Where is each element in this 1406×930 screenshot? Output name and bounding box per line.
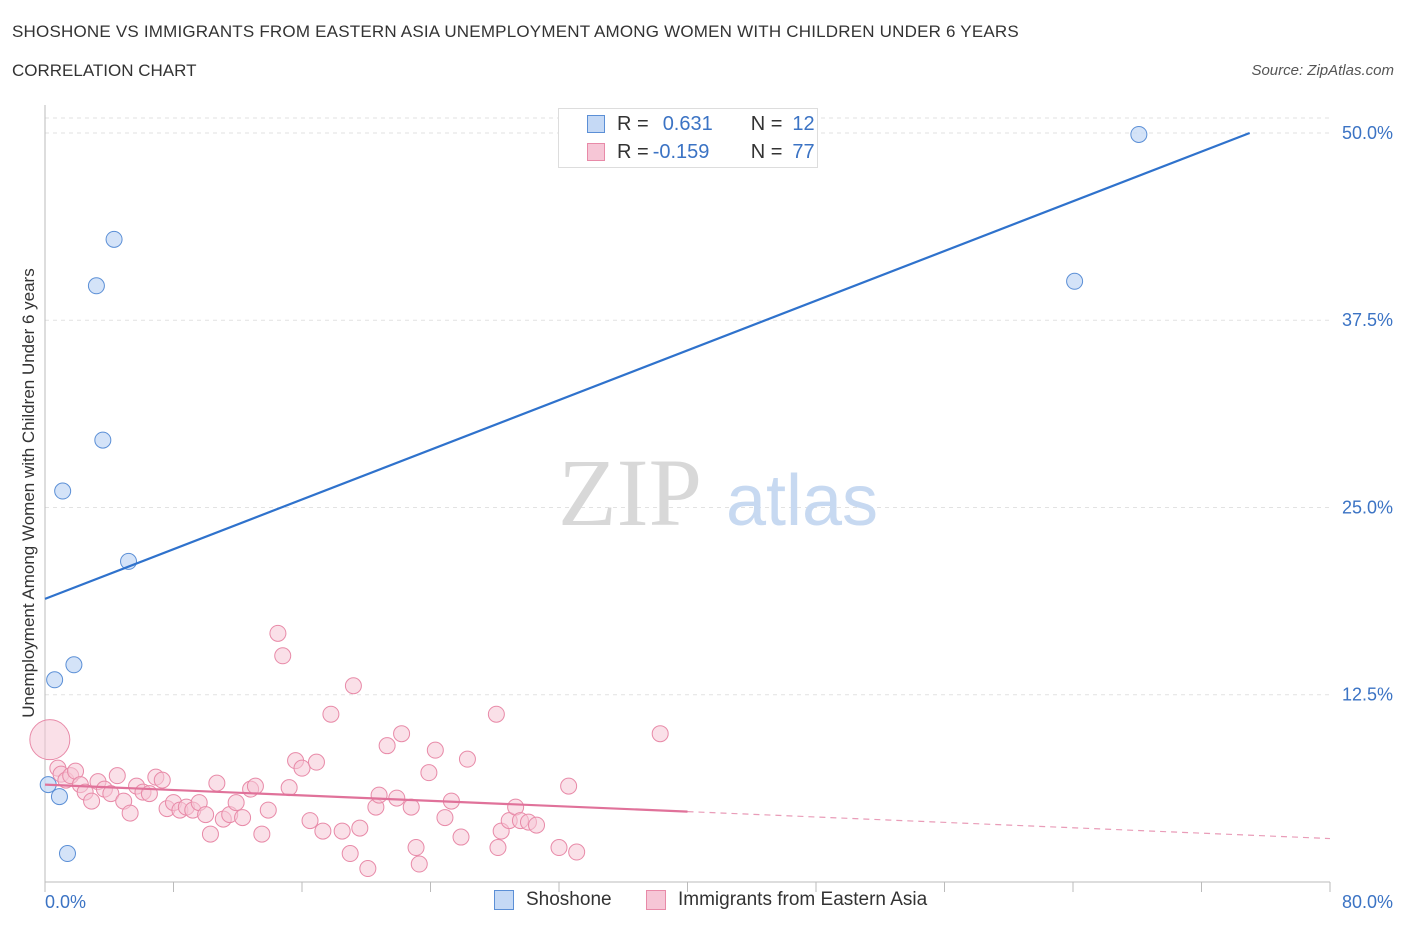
immigrants-point xyxy=(322,705,340,723)
immigrants-point xyxy=(314,822,332,840)
immigrants-point xyxy=(410,855,428,873)
immigrants-point xyxy=(227,794,245,812)
immigrants-point xyxy=(108,767,126,785)
immigrants-point xyxy=(197,806,215,824)
immigrants-point xyxy=(489,839,507,857)
immigrants-point xyxy=(153,771,171,789)
immigrants-point xyxy=(487,705,505,723)
series-legend: Shoshone Immigrants from Eastern Asia xyxy=(0,889,1406,915)
immigrants-point xyxy=(550,839,568,857)
legend-label-immigrants: Immigrants from Eastern Asia xyxy=(678,889,928,910)
x-tick-label: 0.0% xyxy=(45,892,86,912)
shoshone-point xyxy=(58,845,76,863)
n-value: 12 xyxy=(792,112,815,135)
immigrants-point xyxy=(341,845,359,863)
y-tick-label: 37.5% xyxy=(1342,310,1393,330)
immigrants-point xyxy=(426,741,444,759)
immigrants-point xyxy=(458,750,476,768)
watermark-atlas: atlas xyxy=(726,461,878,541)
legend-item-immigrants[interactable]: Immigrants from Eastern Asia xyxy=(646,889,927,911)
immigrants-point xyxy=(259,801,277,819)
immigrants-point xyxy=(208,774,226,792)
y-tick-label: 25.0% xyxy=(1342,497,1393,517)
immigrants-point xyxy=(280,779,298,797)
immigrants-point xyxy=(370,786,388,804)
immigrants-point xyxy=(407,839,425,857)
shoshone-point xyxy=(1130,125,1148,143)
shoshone-trend-line xyxy=(44,131,1251,600)
stats-row-shoshone: R = 0.631 N = 12 xyxy=(587,112,815,136)
shoshone-point xyxy=(87,277,105,295)
watermark-zip: ZIP xyxy=(558,439,702,546)
r-label: R = xyxy=(617,112,649,135)
immigrants-point xyxy=(528,816,546,834)
immigrants-point xyxy=(102,785,120,803)
n-value: 77 xyxy=(792,140,815,163)
immigrants-legend-swatch xyxy=(646,890,666,910)
stats-legend: R = 0.631 N = 12 R = -0.159 N = 77 xyxy=(558,108,818,168)
y-tick-label: 12.5% xyxy=(1342,685,1393,705)
immigrants-point xyxy=(246,777,264,795)
immigrants-point xyxy=(307,753,325,771)
grid-layer xyxy=(45,117,1330,696)
shoshone-point xyxy=(54,482,72,500)
r-value: -0.159 xyxy=(652,140,710,163)
immigrants-point xyxy=(568,843,586,861)
immigrants-point xyxy=(293,759,311,777)
chart-source: Source: ZipAtlas.com xyxy=(1251,62,1394,79)
immigrants-point xyxy=(420,764,438,782)
shoshone-point xyxy=(94,431,112,449)
immigrants-point xyxy=(359,860,377,878)
shoshone-point xyxy=(65,656,83,674)
legend-item-shoshone[interactable]: Shoshone xyxy=(494,889,612,911)
immigrants-point xyxy=(253,825,271,843)
immigrants-trend-extension xyxy=(687,810,1331,840)
chart-subtitle: CORRELATION CHART xyxy=(12,61,197,80)
immigrants-point xyxy=(234,809,252,827)
immigrants-point xyxy=(201,825,219,843)
shoshone-swatch xyxy=(587,115,605,133)
immigrants-point xyxy=(121,804,139,822)
immigrants-point xyxy=(402,798,420,816)
shoshone-point xyxy=(46,671,64,689)
legend-label-shoshone: Shoshone xyxy=(526,889,612,910)
immigrants-point xyxy=(29,719,71,761)
immigrants-point xyxy=(333,822,351,840)
immigrants-point xyxy=(274,647,292,665)
n-label: N = xyxy=(750,140,783,163)
immigrants-point xyxy=(83,792,101,810)
stats-row-immigrants: R = -0.159 N = 77 xyxy=(587,140,815,164)
r-value: 0.631 xyxy=(662,112,713,135)
shoshone-point xyxy=(1066,272,1084,290)
immigrants-point xyxy=(269,624,287,642)
immigrants-point xyxy=(393,725,411,743)
immigrants-point xyxy=(436,809,454,827)
immigrants-point xyxy=(560,777,578,795)
immigrants-point xyxy=(301,812,319,830)
shoshone-point xyxy=(105,230,123,248)
trend-layer xyxy=(44,131,1331,840)
y-tick-label: 50.0% xyxy=(1342,123,1393,143)
r-label: R = xyxy=(617,140,649,163)
immigrants-point xyxy=(378,737,396,755)
shoshone-point xyxy=(50,788,68,806)
chart-title: SHOSHONE VS IMMIGRANTS FROM EASTERN ASIA… xyxy=(12,22,1019,41)
immigrants-point xyxy=(344,677,362,695)
immigrants-point xyxy=(351,819,369,837)
shoshone-legend-swatch xyxy=(494,890,514,910)
immigrants-trend-line xyxy=(44,783,688,813)
immigrants-swatch xyxy=(587,143,605,161)
immigrants-point xyxy=(452,828,470,846)
x-tick-label: 80.0% xyxy=(1342,892,1393,912)
immigrants-point xyxy=(651,725,669,743)
n-label: N = xyxy=(750,112,783,135)
